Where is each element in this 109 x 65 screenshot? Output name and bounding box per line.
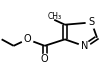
Text: CH₃: CH₃ xyxy=(48,12,62,21)
Text: N: N xyxy=(81,41,88,51)
Text: S: S xyxy=(89,17,95,27)
Text: O: O xyxy=(41,54,49,64)
Text: O: O xyxy=(23,34,31,44)
